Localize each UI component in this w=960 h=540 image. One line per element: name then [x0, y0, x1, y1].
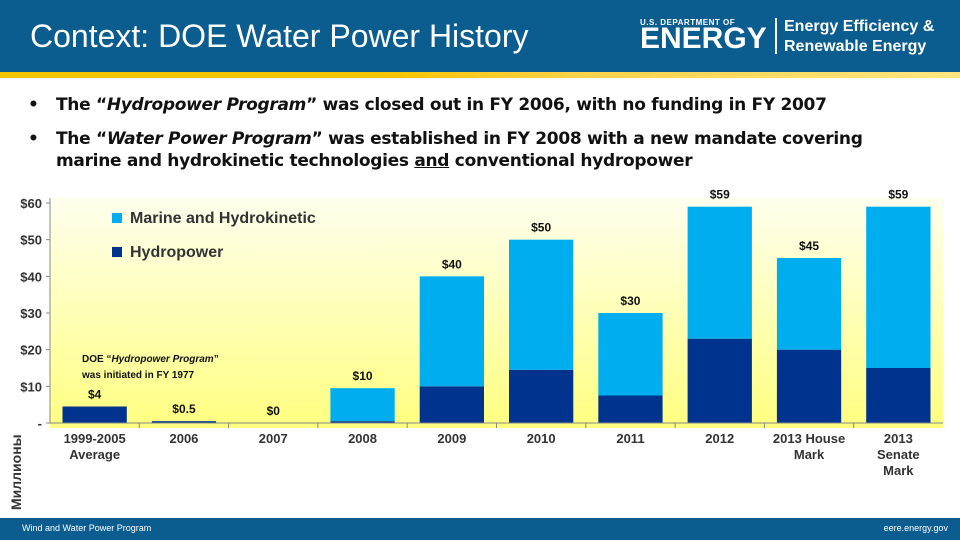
- legend-label: Hydropower: [130, 244, 223, 261]
- x-tick-label: 2012: [705, 431, 734, 446]
- legend-swatch: [112, 247, 122, 257]
- page-number: 3: [470, 522, 477, 536]
- doe-eere-logo: U.S. DEPARTMENT OF ENERGY Energy Efficie…: [640, 14, 950, 60]
- bar-marine-and-hydrokinetic: [866, 206, 931, 368]
- page-title: Context: DOE Water Power History: [30, 18, 529, 54]
- bar-hydropower: [62, 406, 127, 423]
- x-tick-label: 2013 House Mark: [773, 431, 845, 462]
- bar-hydropower: [330, 421, 395, 423]
- data-label: $50: [531, 221, 551, 235]
- bar-marine-and-hydrokinetic: [509, 239, 574, 370]
- bullet-dot-icon: •: [28, 95, 39, 115]
- legend-swatch: [112, 213, 122, 223]
- bar-marine-and-hydrokinetic: [776, 258, 842, 350]
- y-tick-label: $60: [20, 196, 42, 211]
- bar-marine-and-hydrokinetic: [330, 388, 395, 422]
- bar-marine-and-hydrokinetic: [687, 206, 752, 339]
- bar-hydropower: [509, 369, 574, 423]
- logo-divider: [775, 18, 777, 54]
- logo-dept-text: U.S. DEPARTMENT OF: [640, 18, 736, 27]
- y-tick-label: $30: [20, 306, 42, 321]
- bar-hydropower: [687, 338, 752, 423]
- x-tick-label: 2011: [616, 431, 644, 446]
- bullet-item: • The “Hydropower Program” was closed out…: [28, 95, 827, 115]
- data-label: $30: [620, 294, 640, 308]
- annotation-line1: DOE “Hydropower Program”: [82, 354, 219, 365]
- bar-hydropower: [151, 421, 217, 423]
- footer-program-name: Wind and Water Power Program: [22, 523, 152, 533]
- x-tick-label: 2006: [169, 431, 198, 446]
- data-label: $59: [710, 188, 730, 202]
- legend-label: Marine and Hydrokinetic: [130, 210, 316, 227]
- y-tick-label: $50: [20, 233, 42, 248]
- logo-eere-line1: Energy Efficiency &: [784, 18, 935, 35]
- bar-hydropower: [598, 395, 663, 423]
- x-tick-label: 2009: [437, 431, 466, 446]
- data-label: $0.5: [172, 402, 196, 416]
- x-tick-label: 2010: [527, 431, 556, 446]
- y-tick-label: $40: [20, 269, 42, 284]
- data-label: $40: [442, 257, 462, 271]
- bar-marine-and-hydrokinetic: [598, 313, 663, 396]
- logo-eere-line2: Renewable Energy: [784, 38, 927, 55]
- bullet-item: • The “Water Power Program” was establish…: [28, 129, 863, 171]
- data-label: $59: [888, 188, 908, 202]
- funding-chart: $4 $0.5 $0 $10 $40 $50 $30 $59 $45 $59 - $10 $20 $30…: [0, 185, 960, 515]
- x-tick-label: 2007: [259, 431, 288, 446]
- bar-marine-and-hydrokinetic: [419, 276, 484, 387]
- bullet-list: • The “Hydropower Program” was closed out…: [28, 94, 928, 184]
- y-tick-label: -: [38, 416, 42, 431]
- header-stripe: [0, 72, 960, 78]
- data-label: $4: [88, 388, 102, 402]
- y-tick-label: $10: [20, 379, 42, 394]
- bar-hydropower: [419, 386, 484, 423]
- y-axis-unit-label: Миллионы: [8, 434, 24, 510]
- header-bar: Context: DOE Water Power History U.S. DE…: [0, 0, 960, 72]
- data-label: $0: [267, 404, 281, 418]
- bar-hydropower: [866, 368, 931, 423]
- bar-hydropower: [776, 349, 842, 423]
- funding-chart-svg: $4 $0.5 $0 $10 $40 $50 $30 $59 $45 $59 - $10 $20 $30…: [20, 188, 943, 478]
- x-tick-label: 1999-2005 Average: [64, 431, 126, 462]
- bullet-dot-icon: •: [28, 129, 39, 149]
- data-label: $10: [353, 369, 373, 383]
- y-tick-label: $20: [20, 343, 42, 358]
- footer-website: eere.energy.gov: [883, 523, 948, 533]
- footer-bar: Wind and Water Power Program eere.energy…: [0, 518, 960, 540]
- x-tick-label: 2013 Senate Mark: [877, 431, 920, 478]
- logo-energy-text: ENERGY: [640, 22, 767, 55]
- x-tick-label: 2008: [348, 431, 377, 446]
- annotation-line2: was initiated in FY 1977: [81, 370, 195, 381]
- data-label: $45: [799, 239, 819, 253]
